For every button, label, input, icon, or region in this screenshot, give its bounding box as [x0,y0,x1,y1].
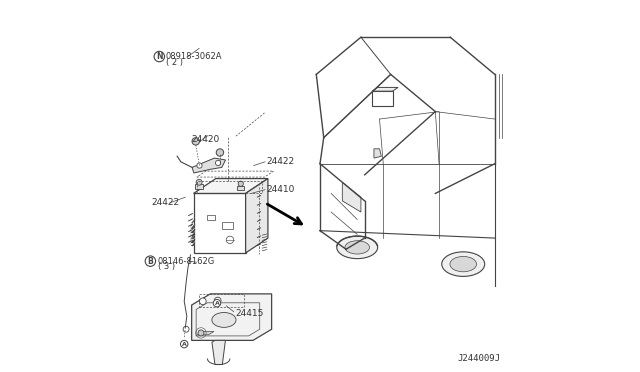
Text: N: N [156,52,163,61]
Circle shape [196,179,202,185]
Circle shape [200,298,206,305]
Polygon shape [372,87,398,91]
Text: A: A [182,341,187,347]
Circle shape [197,163,202,168]
Circle shape [216,160,221,166]
Text: B: B [147,257,153,266]
Text: ( 3 ): ( 3 ) [158,262,175,271]
Polygon shape [246,179,268,253]
Text: ( 2 ): ( 2 ) [166,58,184,67]
Circle shape [180,340,188,348]
Circle shape [214,297,221,304]
Text: 24422: 24422 [152,198,180,207]
Circle shape [198,330,204,336]
Polygon shape [191,294,271,340]
Circle shape [238,181,243,186]
Polygon shape [374,149,381,158]
Ellipse shape [442,252,484,276]
Circle shape [183,326,189,332]
Text: 24420: 24420 [191,135,220,144]
Ellipse shape [337,236,378,259]
Polygon shape [192,158,225,173]
Ellipse shape [450,256,477,272]
Circle shape [216,149,223,156]
Ellipse shape [345,241,369,254]
Text: 24422: 24422 [266,157,294,166]
Polygon shape [193,179,268,193]
Polygon shape [197,331,214,335]
Ellipse shape [212,312,236,327]
Circle shape [145,256,156,266]
Text: 24410: 24410 [266,185,294,194]
Text: A: A [214,301,220,306]
Text: 24415: 24415 [235,309,264,318]
Circle shape [154,51,164,62]
Circle shape [192,138,200,145]
Polygon shape [193,193,246,253]
Polygon shape [212,340,225,365]
FancyBboxPatch shape [195,184,203,189]
FancyBboxPatch shape [237,186,244,190]
Polygon shape [372,91,392,106]
Circle shape [213,299,221,307]
Text: 08146-8162G: 08146-8162G [157,257,214,266]
Text: 08918-3062A: 08918-3062A [166,52,222,61]
Polygon shape [342,182,361,212]
Text: J244009J: J244009J [458,354,500,363]
